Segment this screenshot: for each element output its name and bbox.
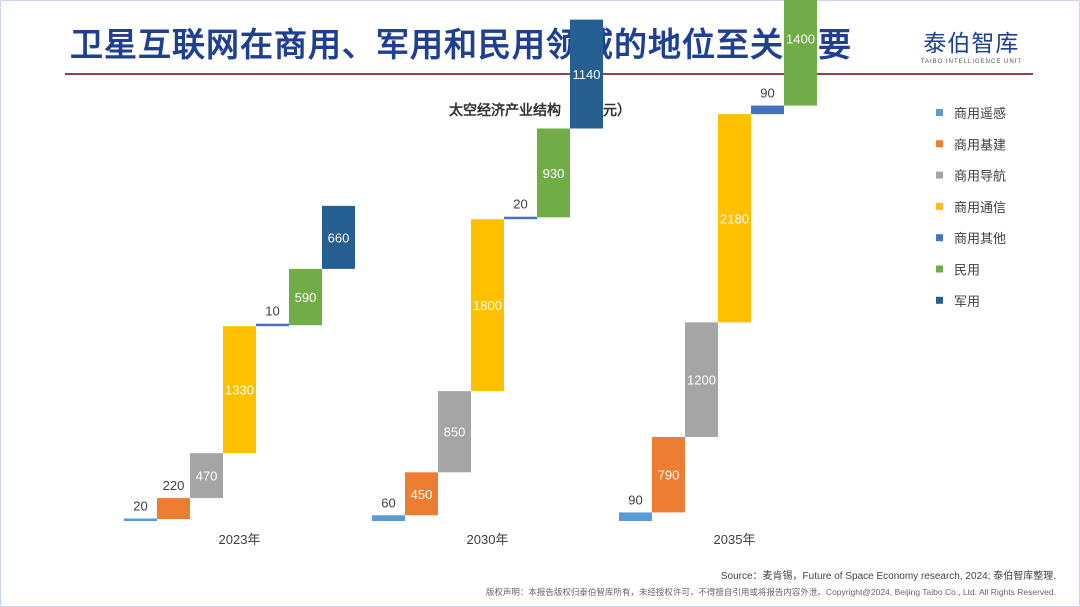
category-label-2: 2030年 [467, 532, 509, 547]
title-divider [65, 73, 1033, 75]
data-label-2-7: 1140 [573, 67, 601, 82]
data-label-1-1: 20 [133, 499, 147, 514]
data-label-1-6: 590 [295, 290, 317, 305]
logo-subtext: TAIBO INTELLIGENCE UNIT [920, 59, 1022, 65]
legend-label-2: 商用基建 [954, 137, 1006, 152]
data-label-3-2: 790 [658, 468, 680, 483]
bar-2-5 [504, 216, 537, 220]
data-label-3-1: 90 [628, 492, 642, 507]
data-label-2-2: 450 [411, 487, 433, 502]
slide-title: 卫星互联网在商用、军用和民用领域的地位至关重要 [70, 26, 852, 63]
bar-3-5 [751, 105, 784, 115]
bar-2-1 [372, 515, 405, 521]
legend-swatch-4 [936, 202, 943, 210]
legend-label-4: 商用通信 [954, 200, 1006, 215]
data-label-2-4: 1800 [473, 298, 502, 313]
bar-3-1 [619, 512, 652, 521]
legend-swatch-7 [936, 296, 943, 304]
bar-2-6 [537, 128, 570, 218]
bar-1-7 [322, 205, 355, 269]
data-label-2-3: 850 [444, 425, 466, 440]
bar-1-6 [289, 268, 322, 326]
data-label-2-1: 60 [381, 495, 395, 510]
bar-2-4 [471, 219, 504, 392]
bar-1-3 [190, 453, 223, 499]
data-label-1-2: 220 [163, 478, 185, 493]
logo-text: 泰伯智库 [923, 30, 1020, 56]
category-label-1: 2023年 [219, 532, 261, 547]
legend-swatch-1 [936, 109, 943, 116]
bar-1-4 [223, 326, 256, 454]
data-label-1-5: 10 [265, 304, 279, 319]
data-label-3-6: 1400 [786, 32, 815, 47]
legend-label-3: 商用导航 [954, 169, 1006, 184]
legend-label-7: 军用 [954, 294, 980, 309]
bar-3-4 [718, 114, 751, 323]
bar-1-2 [157, 498, 190, 520]
bar-2-7 [570, 19, 603, 129]
legend-label-6: 民用 [954, 263, 980, 278]
bar-1-5 [256, 323, 289, 327]
data-label-2-6: 930 [543, 166, 565, 181]
brand-logo: 泰伯智库 TAIBO INTELLIGENCE UNIT [921, 24, 1022, 65]
category-label-3: 2035年 [714, 532, 756, 547]
data-label-1-3: 470 [196, 469, 218, 484]
legend-label-1: 商用遥感 [954, 106, 1006, 121]
data-label-1-7: 660 [328, 230, 350, 245]
data-label-1-4: 1330 [225, 383, 254, 398]
legend-swatch-6 [936, 265, 943, 273]
legend-label-5: 商用其他 [954, 231, 1006, 246]
chart-title: 太空经济产业结构（亿美元） [449, 102, 631, 118]
data-label-3-4: 2180 [720, 211, 749, 226]
bar-3-3 [685, 322, 718, 437]
data-label-3-5: 90 [760, 86, 774, 101]
bar-2-3 [438, 391, 471, 473]
legend-swatch-2 [936, 140, 943, 148]
copyright-note: 版权声明：本报告版权归泰伯智库所有，未经授权许可，不得擅自引用或将报告内容外泄。… [485, 587, 1056, 597]
legend-swatch-5 [936, 234, 943, 242]
legend-swatch-3 [936, 171, 943, 179]
bar-3-6 [784, 0, 817, 106]
data-label-2-5: 20 [513, 197, 527, 212]
source-note: Source：麦肯锡，Future of Space Economy resea… [720, 571, 1056, 582]
bar-3-2 [652, 436, 685, 513]
bar-2-2 [405, 472, 438, 516]
bar-1-1 [124, 518, 157, 521]
data-label-3-3: 1200 [687, 373, 716, 388]
